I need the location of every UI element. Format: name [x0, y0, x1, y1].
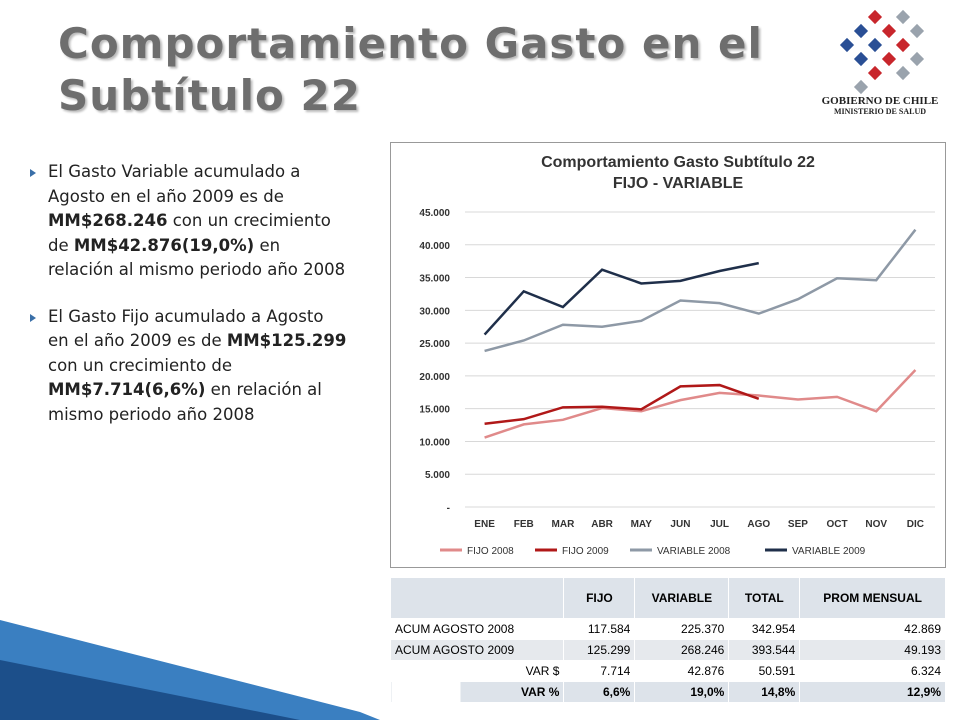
- swoosh: [0, 660, 300, 720]
- y-tick-label: 20.000: [419, 372, 450, 383]
- y-tick-label: 25.000: [419, 339, 450, 350]
- series-line: [483, 261, 759, 336]
- y-tick-label: 35.000: [419, 274, 450, 285]
- bullet: El Gasto Fijo acumulado a Agosto en el a…: [30, 305, 348, 428]
- x-tick-label: ENE: [474, 519, 495, 530]
- y-tick-label: 40.000: [419, 241, 450, 252]
- table-cell: 6.324: [799, 660, 946, 682]
- table-cell: 19,0%: [634, 681, 730, 703]
- x-tick-label: FEB: [514, 519, 534, 530]
- series-line: [484, 228, 917, 353]
- table-cell: 12,9%: [799, 681, 946, 703]
- x-tick-label: JUL: [710, 519, 729, 530]
- logo-line: MINISTERIO DE SALUD: [833, 107, 927, 116]
- table-row: VAR % 6,6% 19,0% 14,8% 12,9%: [389, 681, 946, 703]
- legend-label: VARIABLE 2008: [657, 546, 731, 557]
- bullet-text: El Gasto Variable acumulado a Agosto en …: [48, 162, 301, 206]
- series-line: [484, 383, 760, 425]
- header-cell: FIJO: [563, 577, 636, 619]
- header-cell: PROM MENSUAL: [799, 577, 946, 619]
- table-cell: 14,8%: [728, 681, 801, 703]
- table-cell: 6,6%: [563, 681, 636, 703]
- x-tick-label: JUN: [670, 519, 690, 530]
- y-tick-label: 15.000: [419, 405, 450, 416]
- table-cell: VAR %: [389, 681, 565, 703]
- table-cell: 49.193: [799, 639, 946, 661]
- table-cell: 268.246: [634, 639, 730, 661]
- x-tick-label: DIC: [907, 519, 924, 530]
- table-cell: 393.544: [728, 639, 801, 661]
- y-tick-label: 10.000: [419, 437, 450, 448]
- bullet-text: con un crecimiento de: [48, 211, 331, 255]
- bullet: El Gasto Variable acumulado a Agosto en …: [30, 160, 348, 283]
- x-tick-label: MAR: [552, 519, 576, 530]
- table-cell: 117.584: [563, 618, 636, 640]
- summary-table: FIJO VARIABLE TOTAL PROM MENSUAL ACUM AGOSTO…: [389, 577, 946, 703]
- y-tick-label: -: [447, 503, 450, 514]
- table-cell: 42.876: [634, 660, 730, 682]
- bullet-text: MM$7.714(6,6%): [48, 380, 206, 399]
- bullet-text: en relación al mismo periodo año 2008: [48, 235, 346, 280]
- bullet-text: con un crecimiento de: [48, 355, 233, 375]
- legend-label: FIJO 2009: [562, 546, 609, 557]
- x-tick-label: SEP: [788, 519, 808, 530]
- bullet-list: El Gasto Variable acumulado a Agosto en …: [30, 160, 348, 449]
- x-tick-label: OCT: [827, 519, 848, 530]
- table-cell: 225.370: [634, 618, 730, 640]
- y-tick-label: 45.000: [419, 208, 450, 219]
- legend-label: FIJO 2008: [467, 546, 514, 557]
- series-line: [484, 369, 917, 439]
- table-cell: 125.299: [563, 639, 636, 661]
- table-row: VAR $7.714 42.876 50.591 6.324: [389, 660, 946, 682]
- y-tick-label: 5.000: [425, 470, 450, 481]
- header-cell: TOTAL: [728, 577, 801, 619]
- logo-mark: [839, 9, 925, 95]
- table-cell: VAR $: [389, 660, 565, 682]
- chart: Comportamiento Gasto Subtítulo 22 FIJO -…: [390, 142, 946, 568]
- bullet-text: MM$268.246: [48, 211, 168, 230]
- x-tick-label: NOV: [865, 519, 887, 530]
- slide-title: Comportamiento Gasto en el Subtítulo 22: [58, 19, 763, 120]
- table-cell: 7.714: [563, 660, 636, 682]
- chart-subtitle: FIJO - VARIABLE: [613, 175, 744, 192]
- table-cell: 42.869: [799, 618, 946, 640]
- header-row: FIJO VARIABLE TOTAL PROM MENSUAL: [389, 577, 946, 619]
- x-tick-label: AGO: [747, 519, 770, 530]
- bullet-text: MM$125.299: [226, 331, 347, 350]
- x-tick-label: ABR: [591, 519, 613, 530]
- bullet-text: en relación al mismo periodo año 2008: [48, 380, 322, 424]
- logo: GOBIERNO DE CHILE MINISTERIO DE SALUD: [800, 95, 960, 116]
- x-tick-label: MAY: [631, 519, 653, 530]
- legend-label: VARIABLE 2009: [792, 546, 866, 557]
- table-row: ACUM AGOSTO 2008 117.584 225.370 342.954 42.…: [389, 618, 946, 640]
- header-cell: VARIABLE: [634, 577, 730, 619]
- header-cell: [389, 577, 565, 619]
- table-cell: ACUM AGOSTO 2009: [389, 639, 565, 661]
- table-cell: 342.954: [728, 618, 801, 640]
- table-cell: 50.591: [728, 660, 801, 682]
- chart-frame: [390, 142, 946, 568]
- logo-line: GOBIERNO DE CHILE: [821, 95, 939, 107]
- bullet-text: MM$42.876(19,0%): [73, 235, 255, 255]
- chart-title: Comportamiento Gasto Subtítulo 22: [541, 154, 815, 171]
- table-cell: ACUM AGOSTO 2008: [389, 618, 565, 640]
- y-tick-label: 30.000: [419, 306, 450, 317]
- bullet-text: El Gasto Fijo acumulado a Agosto en el a…: [48, 306, 324, 351]
- table-row: ACUM AGOSTO 2009 125.299 268.246 393.544 49.…: [389, 639, 946, 661]
